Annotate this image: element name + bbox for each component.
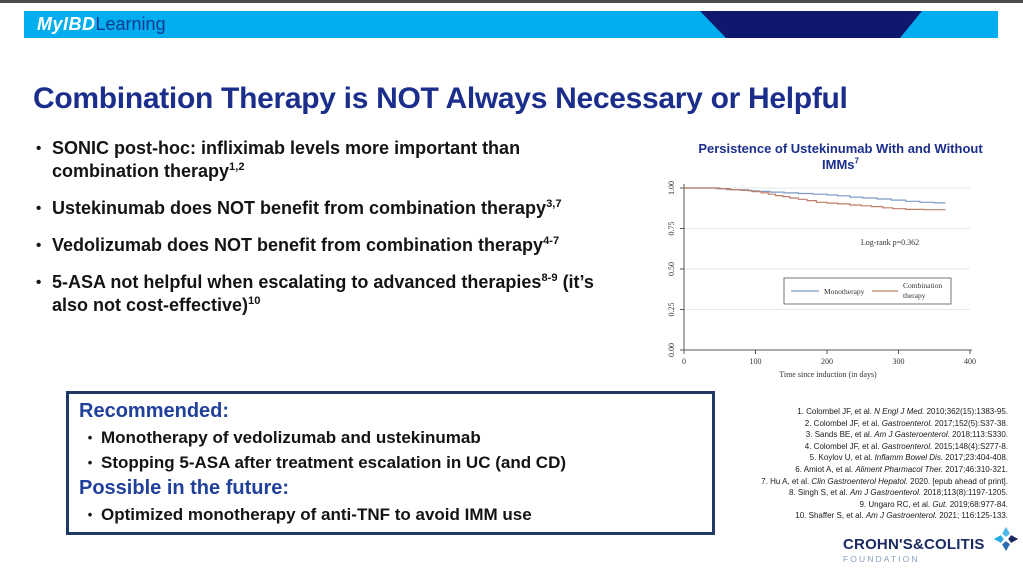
foundation-name-text: CROHN'S&COLITIS — [843, 536, 985, 553]
logo-text-learning: Learning — [95, 14, 166, 34]
svg-text:0.75: 0.75 — [667, 222, 676, 236]
reference-item: 4. Colombel JF, et al. Gastroenterol. 20… — [804, 441, 1008, 451]
svg-text:0.00: 0.00 — [667, 343, 676, 357]
bullet-marker: • — [36, 200, 42, 217]
km-chart: 0.00 0.25 0.50 0.75 1.00 0 100 200 300 400 Time si… — [650, 175, 1015, 390]
myibd-learning-logo: MyIBDLearning — [37, 13, 166, 36]
possible-future-list: • Optimized monotherapy of anti-TNF to av… — [79, 502, 700, 527]
reference-item: 7. Hu A, et al. Clin Gastroenterol Hepat… — [761, 476, 1008, 486]
reference-item: 9. Ungaro RC, et al. Gut. 2019;68:977-84… — [859, 499, 1008, 509]
svg-text:0.25: 0.25 — [667, 303, 676, 317]
bullet-marker: • — [36, 140, 42, 157]
foundation-star-icon — [993, 526, 1019, 552]
bullet-text: 5-ASA not helpful when escalating to adv… — [52, 272, 594, 315]
crohns-colitis-foundation-logo: CROHN'S&COLITIS FOUNDATION — [843, 526, 1019, 564]
foundation-subtitle-text: FOUNDATION — [843, 554, 920, 564]
header-banner: MyIBDLearning — [24, 11, 998, 38]
svg-text:400: 400 — [964, 357, 976, 366]
reference-item: 6. Amiot A, et al. Aliment Pharmacol The… — [795, 464, 1008, 474]
bullet-item: • 5-ASA not helpful when escalating to ad… — [36, 271, 611, 317]
svg-text:100: 100 — [750, 357, 762, 366]
slide-title: Combination Therapy is NOT Always Necess… — [33, 82, 848, 115]
svg-text:therapy: therapy — [903, 291, 926, 300]
bullet-marker: • — [87, 430, 93, 445]
bullet-item: • SONIC post-hoc: infliximab levels more … — [36, 137, 611, 183]
top-border-rule — [0, 0, 1023, 3]
chart-title-superscript: 7 — [854, 156, 859, 166]
bullet-item: • Vedolizumab does NOT benefit from combi… — [36, 234, 611, 257]
banner-accent-shape — [700, 11, 922, 38]
possible-future-heading: Possible in the future: — [79, 477, 290, 499]
bullet-marker: • — [36, 237, 42, 254]
bullet-list: • SONIC post-hoc: infliximab levels more … — [36, 137, 611, 331]
bullet-marker: • — [87, 455, 93, 470]
bullet-item: • Ustekinumab does NOT benefit from combi… — [36, 197, 611, 220]
reference-item: 5. Koylov U, et al. Inflamm Bowel Dis. 2… — [809, 453, 1008, 463]
bullet-text: Monotherapy of vedolizumab and ustekinum… — [101, 428, 481, 447]
svg-text:0.50: 0.50 — [667, 262, 676, 276]
svg-text:1.00: 1.00 — [667, 181, 676, 195]
reference-item: 2. Colombel JF, et al. Gastroenterol. 20… — [804, 418, 1008, 428]
reference-item: 10. Shaffer S, et al. Am J Gastroenterol… — [795, 511, 1008, 521]
reference-item: 3. Sands BE, et al. Am J Gasteroenterol.… — [805, 430, 1008, 440]
svg-text:Monotherapy: Monotherapy — [824, 287, 865, 296]
reference-item: 8. Singh S, et al. Am J Gastroenterol. 2… — [789, 488, 1008, 498]
recommended-heading: Recommended: — [79, 400, 230, 422]
bullet-text: Vedolizumab does NOT benefit from combin… — [52, 235, 560, 255]
bullet-text: Ustekinumab does NOT benefit from combin… — [52, 198, 562, 218]
reference-item: 1. Colombel JF, et al. N Engl J Med. 201… — [797, 407, 1008, 416]
svg-text:0: 0 — [682, 357, 686, 366]
logo-text-myibd: MyIBD — [37, 14, 96, 34]
bullet-text: Optimized monotherapy of anti-TNF to avo… — [101, 505, 532, 524]
svg-text:200: 200 — [821, 357, 833, 366]
svg-text:Combination: Combination — [903, 281, 942, 290]
bullet-text: Stopping 5-ASA after treatment escalatio… — [101, 453, 567, 472]
chart-title: Persistence of Ustekinumab With and With… — [698, 141, 983, 172]
svg-text:Time since induction (in days): Time since induction (in days) — [779, 370, 877, 379]
bullet-marker: • — [36, 274, 42, 291]
bullet-text: SONIC post-hoc: infliximab levels more i… — [52, 138, 521, 181]
bullet-item: • Optimized monotherapy of anti-TNF to av… — [79, 502, 700, 527]
recommendation-box: Recommended: • Monotherapy of vedolizumab… — [66, 391, 715, 535]
bullet-item: • Stopping 5-ASA after treatment escalati… — [79, 450, 700, 475]
bullet-item: • Monotherapy of vedolizumab and ustekinu… — [79, 425, 700, 450]
bullet-marker: • — [87, 507, 93, 522]
svg-text:Log-rank p=0.362: Log-rank p=0.362 — [861, 238, 919, 247]
recommended-list: • Monotherapy of vedolizumab and ustekinu… — [79, 425, 700, 475]
km-chart-svg: 0.00 0.25 0.50 0.75 1.00 0 100 200 300 400 Time si… — [667, 181, 976, 379]
references-list: 1. Colombel JF, et al. N Engl J Med. 201… — [678, 406, 1008, 522]
svg-text:300: 300 — [893, 357, 905, 366]
